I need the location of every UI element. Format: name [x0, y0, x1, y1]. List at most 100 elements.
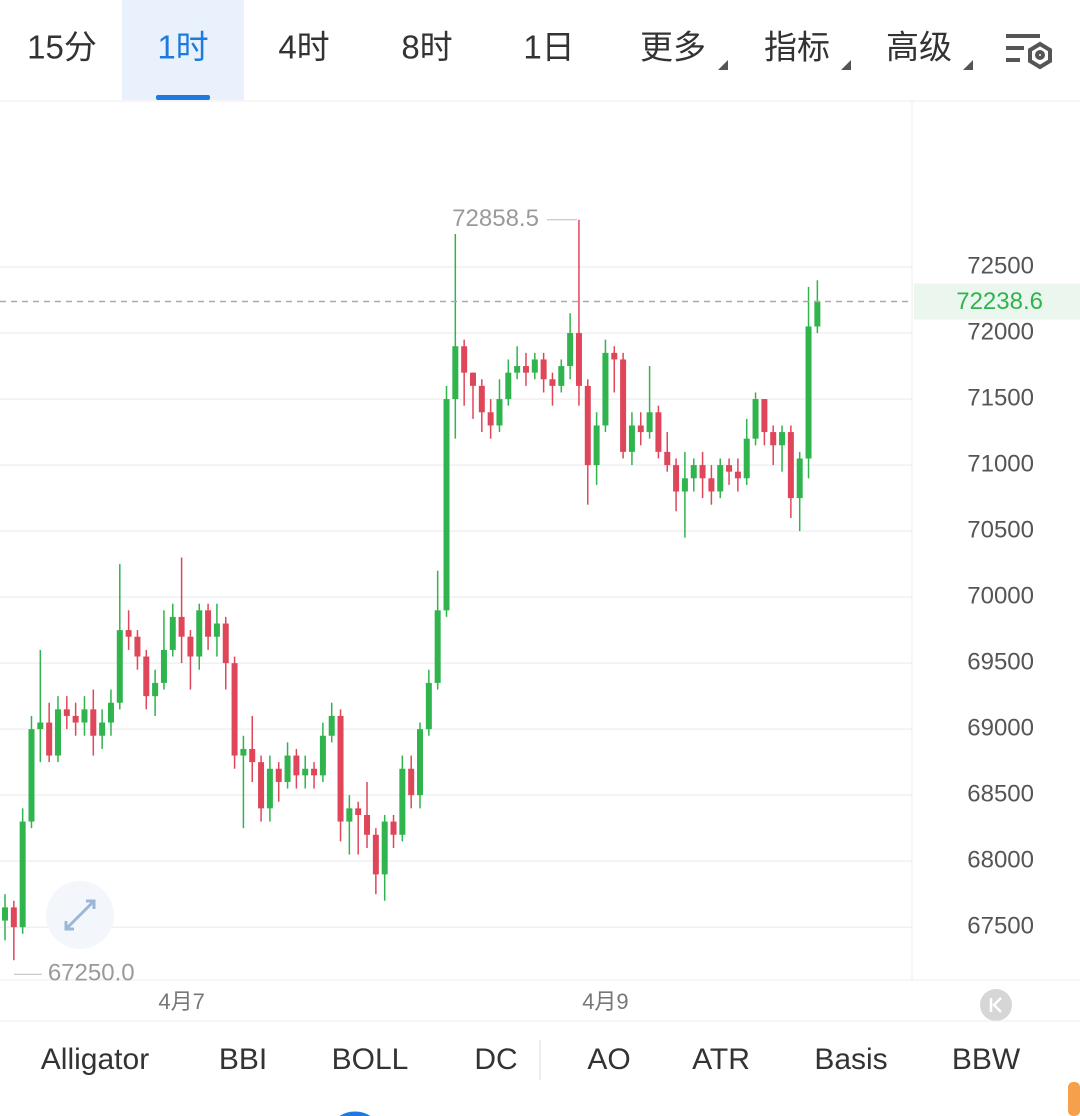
menu-caret: [841, 60, 851, 70]
candle-body: [752, 399, 759, 439]
candle-body: [408, 768, 415, 796]
scroll-latest-button[interactable]: [980, 989, 1012, 1021]
candle-body: [761, 399, 768, 433]
indicator-tab[interactable]: Basis: [814, 1043, 887, 1076]
candle-body: [284, 755, 291, 782]
candle-body: [116, 630, 123, 703]
candle-body: [611, 352, 618, 360]
y-tick-label: 69500: [967, 648, 1034, 675]
candle-body: [381, 821, 388, 875]
candle-body: [258, 762, 265, 809]
y-tick-label: 68500: [967, 781, 1034, 808]
candle-body: [178, 616, 185, 637]
candle-body: [293, 755, 300, 776]
tab[interactable]: 15分: [27, 29, 97, 66]
chart: 67500 68000 68500 69000 69500 70000 70500 71000…: [0, 205, 1080, 1014]
candle-body: [390, 821, 397, 835]
expand-icon[interactable]: [46, 881, 114, 949]
candle-body: [593, 425, 600, 466]
candle-body: [443, 399, 450, 611]
candle-body: [372, 834, 379, 875]
y-tick-label: 70000: [967, 582, 1034, 609]
candle-body: [152, 682, 159, 697]
y-tick-label: 67500: [967, 913, 1034, 940]
tab-active[interactable]: 1时: [157, 29, 208, 66]
candle-body: [417, 729, 424, 796]
candle-body: [743, 438, 750, 479]
candle-body: [90, 709, 97, 736]
tab[interactable]: 4时: [278, 29, 329, 66]
settings-icon[interactable]: [1006, 34, 1052, 70]
candle-body: [734, 471, 741, 479]
candle-body: [787, 432, 794, 499]
candle-body: [496, 399, 503, 426]
candle-body: [558, 366, 565, 386]
candle-body: [770, 432, 777, 446]
candle-body: [726, 465, 733, 472]
candle-body: [196, 610, 203, 657]
candle-body: [28, 729, 35, 822]
candle-body: [72, 715, 79, 723]
candle-body: [699, 465, 706, 479]
candle-body: [46, 722, 53, 756]
candle-body: [275, 768, 282, 782]
candle-body: [514, 366, 521, 373]
candle-body: [240, 748, 247, 756]
candle-body: [160, 649, 167, 683]
candle-body: [205, 610, 212, 637]
y-tick-label: 68000: [967, 847, 1034, 874]
menu-caret: [963, 60, 973, 70]
x-tick-label: 4月9: [582, 989, 628, 1014]
candle-body: [63, 709, 70, 716]
tab[interactable]: 1日: [523, 29, 574, 66]
candle-body: [222, 623, 229, 664]
candle-body: [434, 610, 441, 683]
indicator-tab[interactable]: BOLL: [332, 1043, 409, 1076]
candle-body: [478, 385, 485, 413]
candle-body: [805, 326, 812, 459]
menu-caret: [718, 60, 728, 70]
y-tick-label: 70500: [967, 516, 1034, 543]
indicator-tab[interactable]: BBW: [952, 1043, 1021, 1076]
min-label: 67250.0: [48, 960, 135, 987]
candle-body: [187, 636, 194, 657]
candle-body: [681, 478, 688, 492]
candle-body: [522, 366, 529, 373]
candle-body: [540, 359, 547, 380]
candle-body: [54, 709, 61, 756]
menu[interactable]: 更多: [640, 29, 706, 66]
candle-body: [99, 722, 106, 736]
tab[interactable]: 8时: [401, 29, 452, 66]
active-tab-indicator: [156, 95, 210, 100]
candle-body: [81, 709, 88, 723]
candle-body: [690, 465, 697, 479]
candle-body: [10, 907, 17, 928]
candle-body: [364, 814, 371, 835]
candle-body: [487, 412, 494, 426]
candle-body: [19, 821, 26, 928]
candle-body: [567, 333, 574, 367]
candle-body: [779, 432, 786, 446]
candle-body: [249, 748, 256, 763]
last-price-bg: [914, 283, 1080, 320]
active-tab-bg: [122, 0, 244, 100]
candle-body: [584, 385, 591, 466]
indicator-tab[interactable]: ATR: [692, 1043, 750, 1076]
candle-body: [575, 333, 582, 386]
candle-body: [708, 478, 715, 492]
indicator-tab[interactable]: BBI: [219, 1043, 267, 1076]
candle-body: [328, 715, 335, 736]
candle-body: [37, 722, 44, 730]
indicator-tab[interactable]: Alligator: [41, 1043, 149, 1076]
indicator-tab[interactable]: DC: [474, 1043, 517, 1076]
candle-body: [469, 372, 476, 386]
menu[interactable]: 高级: [886, 29, 952, 66]
menu[interactable]: 指标: [764, 29, 830, 66]
candle-body: [664, 451, 671, 466]
candle-body: [311, 768, 318, 776]
candle-body: [302, 768, 309, 776]
y-tick-label: 72500: [967, 252, 1034, 279]
candle-body: [717, 465, 724, 492]
candle-body: [655, 412, 662, 452]
indicator-tab[interactable]: AO: [587, 1043, 630, 1076]
